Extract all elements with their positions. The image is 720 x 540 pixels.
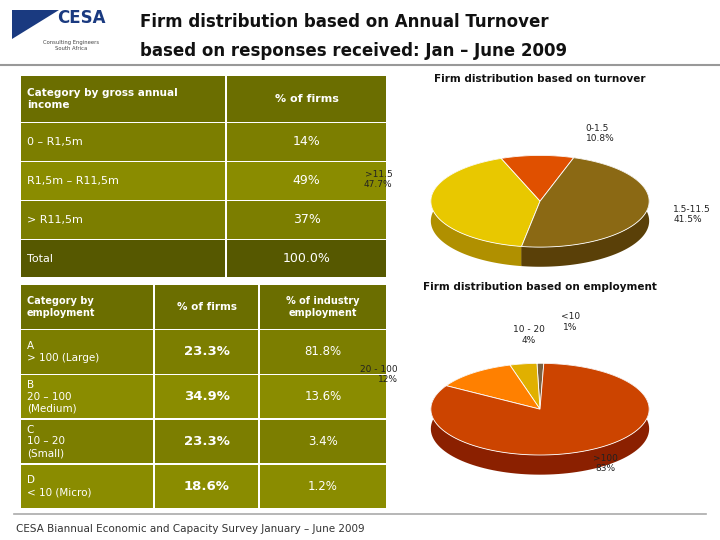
Polygon shape xyxy=(431,158,521,266)
FancyBboxPatch shape xyxy=(156,330,258,374)
Polygon shape xyxy=(501,156,574,201)
Polygon shape xyxy=(446,386,540,429)
Polygon shape xyxy=(431,363,649,455)
Polygon shape xyxy=(501,158,540,221)
Text: <10
1%: <10 1% xyxy=(561,312,580,332)
Text: 1.5-11.5
41.5%: 1.5-11.5 41.5% xyxy=(673,205,711,224)
Text: >100
83%: >100 83% xyxy=(593,454,618,474)
Title: Firm distribution based on employment: Firm distribution based on employment xyxy=(423,282,657,292)
Text: 49%: 49% xyxy=(293,174,320,187)
Text: R1,5m – R11,5m: R1,5m – R11,5m xyxy=(27,176,119,186)
Text: > R11,5m: > R11,5m xyxy=(27,214,83,225)
Text: Firm distribution based on Annual Turnover: Firm distribution based on Annual Turnov… xyxy=(140,14,549,31)
Text: 20 - 100
12%: 20 - 100 12% xyxy=(361,364,398,384)
FancyBboxPatch shape xyxy=(227,240,386,278)
Text: Consulting Engineers
South Africa: Consulting Engineers South Africa xyxy=(43,40,99,51)
Text: based on responses received: Jan – June 2009: based on responses received: Jan – June … xyxy=(140,42,567,60)
Polygon shape xyxy=(537,363,540,429)
Text: 18.6%: 18.6% xyxy=(184,480,230,493)
FancyBboxPatch shape xyxy=(22,123,225,160)
Text: Category by
employment: Category by employment xyxy=(27,296,95,318)
Title: Firm distribution based on turnover: Firm distribution based on turnover xyxy=(434,75,646,84)
FancyBboxPatch shape xyxy=(22,201,225,239)
FancyBboxPatch shape xyxy=(260,375,386,418)
FancyBboxPatch shape xyxy=(22,240,225,278)
Text: 23.3%: 23.3% xyxy=(184,435,230,448)
FancyBboxPatch shape xyxy=(156,375,258,418)
Polygon shape xyxy=(521,158,649,267)
Text: 37%: 37% xyxy=(292,213,320,226)
Text: % of firms: % of firms xyxy=(176,302,236,312)
FancyBboxPatch shape xyxy=(260,464,386,508)
Text: % of firms: % of firms xyxy=(274,94,338,104)
Polygon shape xyxy=(431,158,540,246)
FancyBboxPatch shape xyxy=(227,201,386,239)
Polygon shape xyxy=(540,158,574,221)
Text: 34.9%: 34.9% xyxy=(184,390,230,403)
Polygon shape xyxy=(521,201,540,266)
FancyBboxPatch shape xyxy=(227,123,386,160)
Polygon shape xyxy=(501,156,574,178)
Text: C
10 – 20
(Small): C 10 – 20 (Small) xyxy=(27,425,65,458)
FancyBboxPatch shape xyxy=(22,162,225,200)
Text: Total: Total xyxy=(27,254,53,264)
FancyBboxPatch shape xyxy=(22,330,153,374)
Text: D
< 10 (Micro): D < 10 (Micro) xyxy=(27,475,91,497)
Text: 0-1.5
10.8%: 0-1.5 10.8% xyxy=(586,124,615,143)
FancyBboxPatch shape xyxy=(22,464,153,508)
FancyBboxPatch shape xyxy=(22,285,153,329)
FancyBboxPatch shape xyxy=(227,162,386,200)
FancyBboxPatch shape xyxy=(156,420,258,463)
Polygon shape xyxy=(446,365,540,409)
Polygon shape xyxy=(501,158,540,221)
FancyBboxPatch shape xyxy=(260,285,386,329)
Text: Category by gross annual
income: Category by gross annual income xyxy=(27,88,178,110)
Text: 3.4%: 3.4% xyxy=(308,435,338,448)
Polygon shape xyxy=(537,363,544,409)
Polygon shape xyxy=(537,363,540,429)
Text: A
> 100 (Large): A > 100 (Large) xyxy=(27,341,99,363)
Polygon shape xyxy=(510,363,537,384)
Text: 81.8%: 81.8% xyxy=(305,345,342,359)
FancyBboxPatch shape xyxy=(22,76,225,122)
Text: 1.2%: 1.2% xyxy=(308,480,338,493)
Polygon shape xyxy=(446,386,540,429)
FancyBboxPatch shape xyxy=(156,285,258,329)
Polygon shape xyxy=(540,363,544,429)
Text: >11.5
47.7%: >11.5 47.7% xyxy=(364,170,392,189)
Polygon shape xyxy=(446,365,510,406)
Polygon shape xyxy=(431,363,649,475)
Polygon shape xyxy=(510,365,540,429)
Polygon shape xyxy=(537,363,544,383)
FancyBboxPatch shape xyxy=(156,464,258,508)
FancyBboxPatch shape xyxy=(22,420,153,463)
Text: 100.0%: 100.0% xyxy=(283,252,330,265)
Text: 23.3%: 23.3% xyxy=(184,345,230,359)
FancyBboxPatch shape xyxy=(260,330,386,374)
Polygon shape xyxy=(510,365,540,429)
Polygon shape xyxy=(521,158,649,247)
Text: CESA Biannual Economic and Capacity Survey January – June 2009: CESA Biannual Economic and Capacity Surv… xyxy=(16,524,364,534)
Text: 0 – R1,5m: 0 – R1,5m xyxy=(27,137,83,147)
Text: 10 - 20
4%: 10 - 20 4% xyxy=(513,325,545,345)
FancyBboxPatch shape xyxy=(260,420,386,463)
Polygon shape xyxy=(521,201,540,266)
Text: 13.6%: 13.6% xyxy=(305,390,342,403)
FancyBboxPatch shape xyxy=(22,375,153,418)
Polygon shape xyxy=(510,363,540,409)
Text: 14%: 14% xyxy=(293,135,320,148)
FancyBboxPatch shape xyxy=(227,76,386,122)
Text: CESA: CESA xyxy=(57,9,106,26)
Polygon shape xyxy=(540,363,544,429)
Polygon shape xyxy=(540,158,574,221)
Text: B
20 – 100
(Medium): B 20 – 100 (Medium) xyxy=(27,380,76,413)
Text: % of industry
employment: % of industry employment xyxy=(287,296,360,318)
Polygon shape xyxy=(12,10,58,39)
